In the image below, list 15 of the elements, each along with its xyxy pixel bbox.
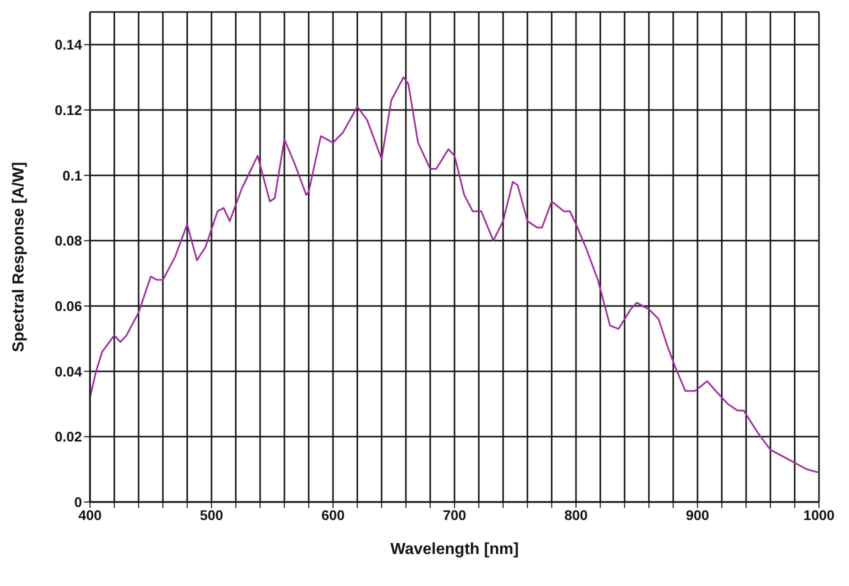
y-tick-label: 0.14 — [54, 36, 82, 53]
y-tick-label: 0.12 — [54, 102, 82, 118]
y-tick-label: 0.04 — [54, 363, 82, 380]
x-tick-label: 1000 — [803, 506, 835, 523]
y-tick-label: 0.1 — [62, 167, 82, 184]
y-tick-label: 0.08 — [54, 232, 82, 249]
x-tick-label: 900 — [686, 506, 710, 523]
x-tick-label: 500 — [200, 506, 224, 523]
y-axis-title: Spectral Response [A/W] — [10, 162, 28, 352]
x-tick-label: 600 — [321, 506, 345, 523]
y-tick-label: 0.06 — [54, 298, 82, 314]
x-tick-label: 800 — [564, 506, 588, 523]
y-tick-label: 0.02 — [54, 428, 82, 445]
x-tick-label: 700 — [442, 506, 466, 523]
x-axis-title: Wavelength [nm] — [390, 541, 519, 558]
